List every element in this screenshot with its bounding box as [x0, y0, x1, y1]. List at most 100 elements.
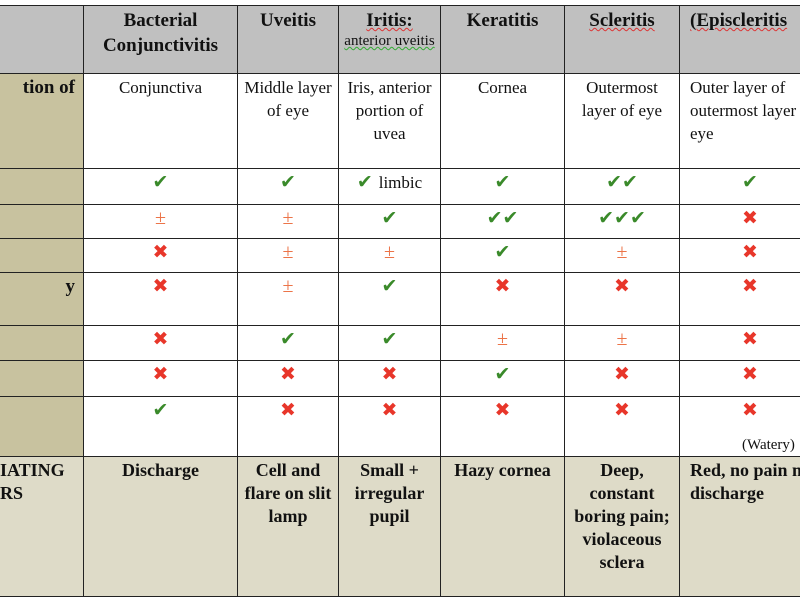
row-label — [0, 204, 84, 239]
cell: ✖ — [237, 360, 339, 397]
header-uveitis: Uveitis — [237, 5, 339, 74]
cell: ± — [237, 204, 339, 239]
cross-icon: ✖ — [742, 329, 758, 350]
cell: ✔ — [338, 204, 441, 239]
cross-icon: ✖ — [152, 364, 169, 385]
cross-icon: ✖ — [152, 276, 169, 297]
cross-icon: ✖ — [494, 276, 511, 297]
cell: ± — [564, 238, 680, 273]
cell: ✖ — [679, 360, 800, 397]
cross-icon: ✖ — [742, 276, 758, 297]
cross-icon: ✖ — [280, 364, 296, 385]
cell: ✔ — [83, 396, 238, 457]
plus-minus-icon: ± — [282, 207, 294, 229]
feature-row: y ✖ ± ✔ ✖ ✖ ✖ — [0, 272, 800, 326]
cell: ✖ — [564, 360, 680, 397]
cell: ✖ — [564, 272, 680, 326]
cell: ± — [440, 325, 565, 361]
cell: Conjunctiva — [83, 73, 238, 169]
check-icon: ✔ — [280, 172, 296, 193]
row-label — [0, 325, 84, 361]
cell: Middle layer of eye — [237, 73, 339, 169]
cell: ± — [83, 204, 238, 239]
cell: ✖ — [83, 325, 238, 361]
eye-conditions-table: Bacterial Conjunctivitis Uveitis Iritis:… — [0, 5, 800, 597]
cross-icon: ✖ — [152, 242, 169, 263]
cross-icon: ✖ — [152, 329, 169, 350]
cell: ✔ limbic — [338, 168, 441, 205]
cell: ✖ — [679, 204, 800, 239]
cell: ✔ — [83, 168, 238, 205]
cell: ✖ — [679, 325, 800, 361]
cross-icon: ✖ — [381, 364, 398, 385]
row-label — [0, 238, 84, 273]
cross-icon: ✖ — [742, 364, 758, 385]
check-icon: ✔ — [494, 242, 511, 263]
cell: ✔✔✔ — [564, 204, 680, 239]
cell: Discharge — [83, 456, 238, 597]
cell: Red, no pain nor discharge — [679, 456, 800, 597]
row-label: y — [0, 272, 84, 326]
feature-row: ✖ ✖ ✖ ✔ ✖ ✖ — [0, 360, 800, 397]
feature-row: ✖ ± ± ✔ ± ✖ — [0, 238, 800, 273]
cell: ✔✔ — [440, 204, 565, 239]
cell: ✔ — [237, 325, 339, 361]
check-icon: ✔✔ — [606, 172, 638, 193]
cell: ✔✔ — [564, 168, 680, 205]
cell: ± — [237, 238, 339, 273]
row-label: tion of — [0, 73, 84, 169]
cell: Iris, anterior portion of uvea — [338, 73, 441, 169]
plus-minus-icon: ± — [616, 241, 628, 263]
feature-row: ✔ ✔ ✔ limbic ✔ ✔✔ ✔ — [0, 168, 800, 205]
check-icon: ✔✔✔ — [598, 208, 646, 229]
feature-row: ✔ ✖ ✖ ✖ ✖ ✖ (Watery) — [0, 396, 800, 457]
header-corner — [0, 5, 84, 74]
plus-minus-icon: ± — [282, 275, 294, 297]
check-icon: ✔ — [381, 276, 398, 297]
cell: ✖ — [83, 238, 238, 273]
cell: Hazy cornea — [440, 456, 565, 597]
check-icon: ✔ — [381, 208, 398, 229]
plus-minus-icon: ± — [384, 241, 395, 263]
check-icon: ✔ — [152, 172, 169, 193]
cell: Cornea — [440, 73, 565, 169]
location-row: tion of Conjunctiva Middle layer of eye … — [0, 73, 800, 169]
header-title: Iritis: — [366, 10, 413, 31]
feature-row: ± ± ✔ ✔✔ ✔✔✔ ✖ — [0, 204, 800, 239]
cell: ✖ — [83, 272, 238, 326]
plus-minus-icon: ± — [616, 328, 628, 350]
header-row: Bacterial Conjunctivitis Uveitis Iritis:… — [0, 5, 800, 74]
header-title: Scleritis — [589, 10, 655, 31]
cell: Outermost layer of eye — [564, 73, 680, 169]
cell: ✖ — [237, 396, 339, 457]
cell: ✖ — [83, 360, 238, 397]
check-icon: ✔ — [381, 329, 398, 350]
feature-row: ✖ ✔ ✔ ± ± ✖ — [0, 325, 800, 361]
cross-icon: ✖ — [742, 242, 758, 263]
check-icon: ✔ — [494, 172, 511, 193]
cell: ✖ (Watery) — [679, 396, 800, 457]
cell: Small + irregular pupil — [338, 456, 441, 597]
cell: ✖ — [338, 396, 441, 457]
cell-note: (Watery) — [742, 437, 795, 453]
plus-minus-icon: ± — [497, 328, 508, 350]
cell: ✖ — [338, 360, 441, 397]
row-label — [0, 168, 84, 205]
check-icon: ✔ — [356, 172, 373, 193]
check-icon: ✔ — [494, 364, 511, 385]
row-label: IATING RS — [0, 456, 84, 597]
plus-minus-icon: ± — [282, 241, 294, 263]
header-keratitis: Keratitis — [440, 5, 565, 74]
header-episcleritis: (Episcleritis — [679, 5, 800, 74]
check-icon: ✔✔ — [486, 208, 519, 229]
cell: ✔ — [440, 168, 565, 205]
cell: ✔ — [237, 168, 339, 205]
cross-icon: ✖ — [614, 276, 630, 297]
distinguishing-row: IATING RS Discharge Cell and flare on slit… — [0, 456, 800, 597]
cell: ✖ — [679, 238, 800, 273]
plus-minus-icon: ± — [155, 207, 166, 229]
cell: Outer layer of outermost layer of eye — [679, 73, 800, 169]
cross-icon: ✖ — [494, 400, 511, 421]
check-icon: ✔ — [152, 400, 169, 421]
cell: ± — [564, 325, 680, 361]
